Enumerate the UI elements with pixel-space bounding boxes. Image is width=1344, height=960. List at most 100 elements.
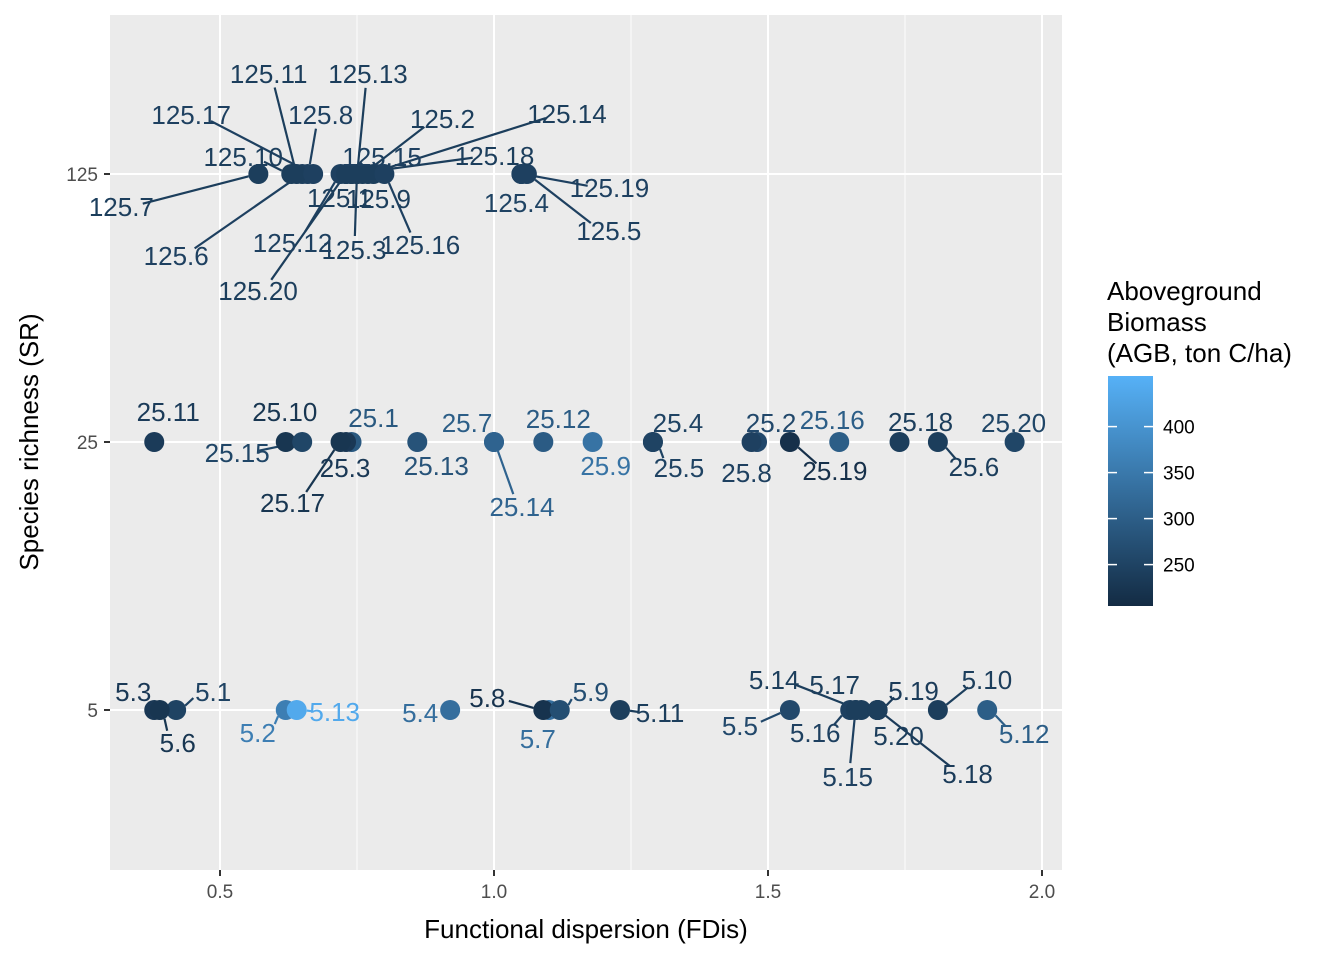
label-leader-line — [567, 698, 573, 706]
data-point-label: 5.13 — [309, 697, 360, 727]
data-point-label: 25.2 — [746, 408, 797, 438]
data-point-label: 125.9 — [346, 184, 411, 214]
data-point-label: 125.3 — [321, 235, 386, 265]
label-leader-line — [356, 87, 367, 165]
legend-colorbar — [1108, 376, 1153, 606]
data-point-label: 25.18 — [888, 407, 953, 437]
legend-title-line-1: Aboveground — [1107, 276, 1262, 306]
data-point-label: 5.19 — [888, 676, 939, 706]
label-leader-line — [508, 699, 534, 709]
data-point-label: 5.7 — [520, 724, 556, 754]
x-tick-label: 1.0 — [481, 882, 507, 903]
label-leader-line — [760, 712, 781, 723]
label-leader-line — [210, 120, 305, 171]
label-leader-line — [263, 160, 283, 172]
data-point-label: 5.4 — [402, 698, 438, 728]
data-point — [292, 432, 313, 452]
data-point-label: 25.15 — [205, 438, 270, 468]
data-point — [511, 164, 532, 184]
data-point-label: 125.7 — [89, 192, 154, 222]
label-leader-line — [797, 446, 818, 465]
data-point-label: 125.4 — [484, 188, 549, 218]
data-point-label: 5.12 — [999, 719, 1050, 749]
data-point-label: 25.14 — [489, 492, 554, 522]
label-leader-line — [994, 714, 1007, 728]
x-tick-label: 0.5 — [207, 882, 233, 903]
data-point-label: 25.16 — [800, 405, 865, 435]
label-leader-line — [270, 181, 341, 281]
x-axis-title: Functional dispersion (FDis) — [424, 914, 748, 944]
data-point — [927, 432, 948, 452]
data-point — [144, 432, 165, 452]
label-leader-line — [885, 714, 951, 767]
data-point — [533, 700, 554, 720]
data-point — [336, 164, 357, 184]
data-point-label: 25.19 — [802, 456, 867, 486]
data-point — [582, 432, 603, 452]
label-leader-line — [370, 126, 426, 170]
axes: 0.5 1.0 1.5 2.0 5 25 125 — [66, 165, 1055, 903]
data-point-label: 5.11 — [636, 698, 685, 728]
label-leader-line — [849, 719, 856, 764]
data-point — [829, 432, 850, 452]
data-point-label: 25.8 — [721, 458, 772, 488]
y-axis-title: Species richness (SR) — [14, 313, 44, 570]
data-point — [149, 700, 170, 720]
y-tick-label: 25 — [77, 433, 98, 454]
data-point — [642, 432, 663, 452]
label-leader-line — [306, 709, 313, 713]
y-tick-label: 5 — [87, 701, 98, 722]
label-leader-line — [885, 696, 895, 707]
data-point — [779, 700, 800, 720]
data-point-label: 5.3 — [115, 677, 151, 707]
label-leader-line — [142, 175, 249, 205]
data-point — [927, 700, 948, 720]
label-leader-line — [184, 697, 195, 707]
legend-tick-label: 350 — [1163, 464, 1195, 485]
color-legend: Aboveground Biomass (AGB, ton C/ha) 250 3… — [1107, 276, 1292, 606]
data-point-label: 25.4 — [653, 408, 704, 438]
label-leader-line — [163, 718, 169, 731]
label-leader-line — [353, 183, 358, 237]
legend-tick-label: 300 — [1163, 510, 1195, 531]
legend-tick-label: 250 — [1163, 556, 1195, 577]
label-leader-line — [273, 87, 296, 165]
data-point — [303, 164, 324, 184]
data-point-label: 5.8 — [469, 683, 505, 713]
data-point-label: 25.5 — [654, 453, 705, 483]
data-point-label: 125.14 — [527, 99, 607, 129]
data-point-label: 125.8 — [288, 100, 353, 130]
data-point — [779, 432, 800, 452]
data-point-label: 25.7 — [442, 408, 493, 438]
data-point-label: 25.1 — [348, 403, 399, 433]
data-point-label: 5.1 — [195, 677, 231, 707]
data-point-label: 125.13 — [328, 59, 408, 89]
data-point-label: 25.17 — [260, 488, 325, 518]
data-point-label: 125.1 — [307, 183, 372, 213]
data-point-label: 5.20 — [873, 721, 924, 751]
data-point — [867, 700, 888, 720]
label-leader-line — [794, 683, 853, 708]
label-leader-line — [629, 709, 639, 714]
label-leader-line — [534, 178, 592, 224]
data-point-label: 5.15 — [822, 762, 873, 792]
data-point-label: 5.18 — [942, 759, 993, 789]
data-point-label: 125.19 — [570, 173, 650, 203]
label-leader-line — [945, 686, 969, 706]
data-point — [549, 700, 570, 720]
x-tick-label: 2.0 — [1029, 882, 1055, 903]
data-point-label: 25.13 — [404, 451, 469, 481]
data-point — [374, 164, 395, 184]
data-point-label: 5.17 — [809, 670, 860, 700]
label-leader-line — [945, 446, 957, 460]
data-point — [845, 700, 866, 720]
data-point — [248, 164, 269, 184]
data-point-label: 25.20 — [981, 408, 1046, 438]
data-point-label: 25.9 — [580, 451, 631, 481]
legend-ticks: 250 300 350 400 — [1108, 418, 1195, 577]
legend-title-line-3: (AGB, ton C/ha) — [1107, 338, 1292, 368]
data-point-label: 125.6 — [144, 241, 209, 271]
data-point — [330, 432, 351, 452]
data-point — [286, 700, 307, 720]
